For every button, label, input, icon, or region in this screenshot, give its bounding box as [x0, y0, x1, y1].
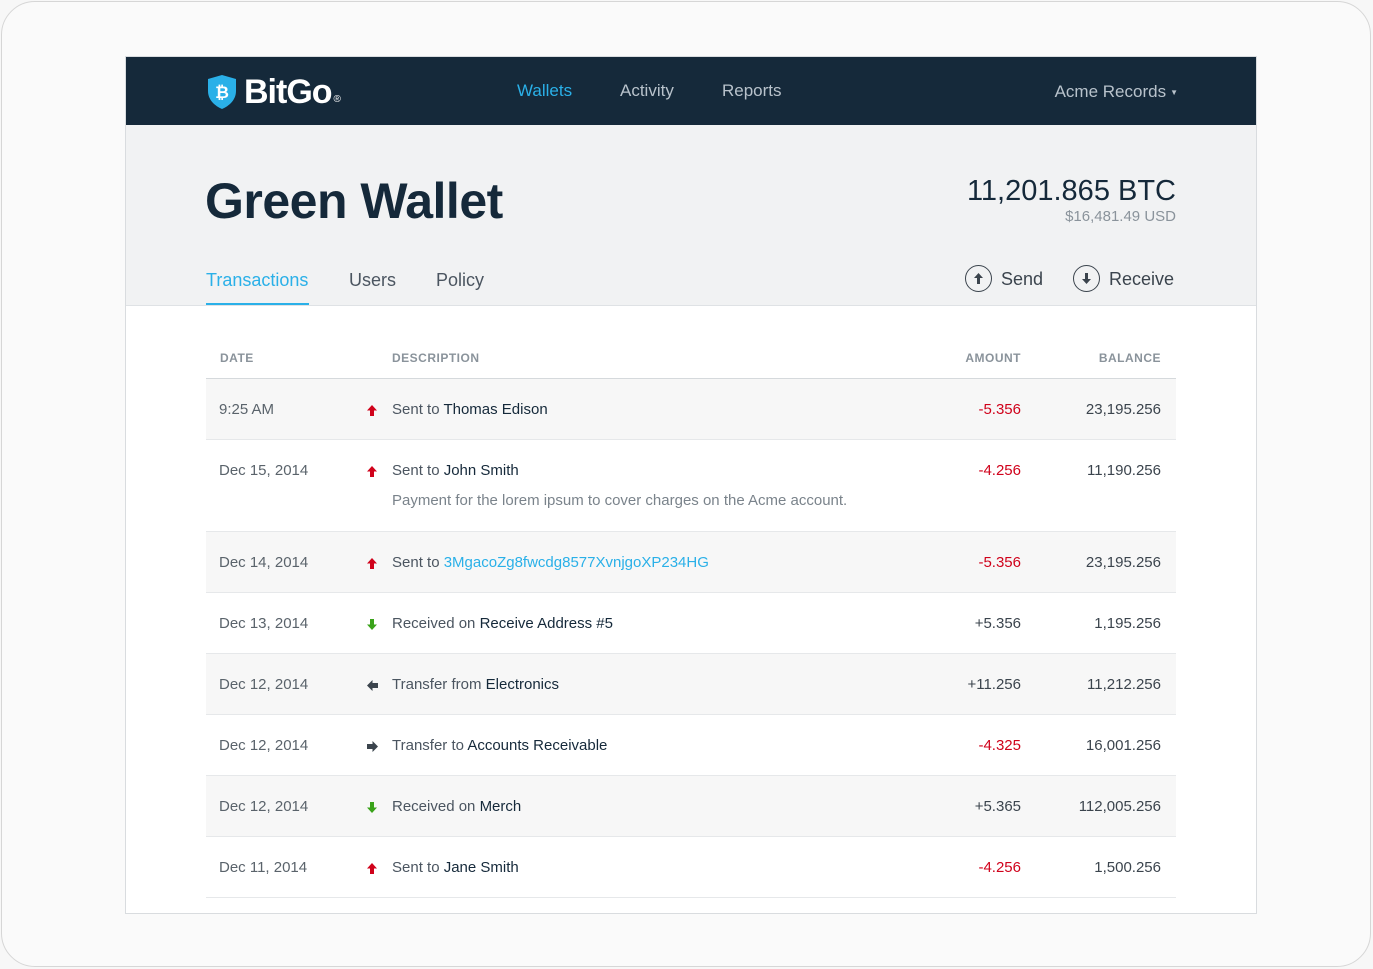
registered-mark: ®	[333, 93, 341, 105]
table-row[interactable]: Dec 12, 2014 Transfer to Accounts Receiva…	[206, 715, 1176, 776]
row-counterparty: Jane Smith	[443, 859, 519, 876]
row-description-prefix: Sent to	[392, 554, 440, 571]
row-balance: 112,005.256	[1078, 798, 1161, 815]
row-amount: -5.356	[978, 401, 1021, 418]
row-amount: -5.356	[978, 554, 1021, 571]
row-date: 9:25 AM	[219, 401, 275, 418]
send-label: Send	[1001, 268, 1044, 289]
transactions-table: DATE DESCRIPTION AMOUNT BALANCE 9:25 AM S…	[206, 338, 1176, 898]
row-note: Payment for the lorem ipsum to cover cha…	[392, 492, 848, 509]
arrow-up-icon	[364, 462, 380, 480]
arrow-up-icon	[364, 401, 380, 419]
row-date: Dec 11, 2014	[219, 859, 308, 876]
arrow-up-icon	[364, 554, 380, 572]
arrow-down-icon	[364, 615, 380, 633]
table-row[interactable]: Dec 14, 2014 Sent to 3MgacoZg8fwcdg8577Xv…	[206, 532, 1176, 593]
row-balance: 11,212.256	[1087, 676, 1161, 693]
row-amount: -4.325	[978, 737, 1021, 754]
brand-name: BitGo	[244, 73, 333, 111]
app-window: ₿ BitGo ® Wallets Activity Reports Acme …	[125, 56, 1257, 914]
table-row[interactable]: 9:25 AM Sent to Thomas Edison -5.356 23,195…	[206, 379, 1176, 440]
send-arrow-up-icon	[965, 265, 992, 292]
row-date: Dec 13, 2014	[219, 615, 309, 632]
nav-activity[interactable]: Activity	[620, 81, 674, 100]
page-title: Green Wallet	[205, 173, 503, 229]
row-counterparty: Merch	[479, 798, 522, 815]
balance-btc: 11,201.865 BTC	[966, 175, 1176, 207]
top-navbar: ₿ BitGo ® Wallets Activity Reports Acme …	[126, 57, 1256, 125]
arrow-left-icon	[364, 676, 380, 694]
account-menu[interactable]: Acme Records ▼	[1055, 80, 1178, 104]
table-header: DATE DESCRIPTION AMOUNT BALANCE	[206, 338, 1176, 379]
row-date: Dec 15, 2014	[219, 462, 309, 479]
header-date[interactable]: DATE	[220, 351, 254, 365]
receive-label: Receive	[1109, 268, 1175, 289]
row-amount: +5.365	[974, 798, 1021, 815]
table-row[interactable]: Dec 13, 2014 Received on Receive Address …	[206, 593, 1176, 654]
table-row[interactable]: Dec 15, 2014 Sent to John Smith Payment fo…	[206, 440, 1176, 532]
row-balance: 11,190.256	[1087, 462, 1161, 479]
row-counterparty: Electronics	[485, 676, 559, 693]
row-description-prefix: Transfer from	[392, 676, 482, 693]
address-link[interactable]: 3MgacoZg8fwcdg8577XvnjgoXP234HG	[443, 554, 709, 571]
arrow-up-icon	[364, 859, 380, 877]
balance-usd: $16,481.49 USD	[1065, 208, 1176, 225]
row-description: Transfer to Accounts Receivable	[392, 737, 607, 755]
row-counterparty: John Smith	[443, 462, 519, 479]
row-description-prefix: Received on	[392, 798, 476, 815]
row-balance: 23,195.256	[1085, 401, 1161, 418]
table-row[interactable]: Dec 12, 2014 Transfer from Electronics +11…	[206, 654, 1176, 715]
row-counterparty: Thomas Edison	[443, 401, 548, 418]
active-tab-indicator	[206, 303, 309, 305]
row-date: Dec 14, 2014	[219, 554, 309, 571]
row-description: Received on Receive Address #5	[392, 615, 613, 633]
row-balance: 1,500.256	[1094, 859, 1161, 876]
row-date: Dec 12, 2014	[219, 676, 309, 693]
shield-bitcoin-icon: ₿	[208, 75, 236, 109]
arrow-down-icon	[364, 798, 380, 816]
row-description-prefix: Sent to	[392, 859, 440, 876]
row-amount: -4.256	[978, 462, 1021, 479]
bitgo-logo[interactable]: ₿ BitGo ®	[206, 74, 341, 110]
tab-transactions[interactable]: Transactions	[206, 270, 309, 290]
row-counterparty: Receive Address #5	[479, 615, 613, 632]
row-balance: 23,195.256	[1085, 554, 1161, 571]
row-description: Received on Merch	[392, 798, 521, 816]
row-description-prefix: Received on	[392, 615, 476, 632]
arrow-right-icon	[364, 737, 380, 755]
row-amount: -4.256	[978, 859, 1021, 876]
row-date: Dec 12, 2014	[219, 798, 309, 815]
row-description-prefix: Sent to	[392, 462, 440, 479]
header-description[interactable]: DESCRIPTION	[392, 351, 480, 365]
receive-button[interactable]: Receive	[1073, 265, 1174, 292]
row-description: Sent to 3MgacoZg8fwcdg8577XvnjgoXP234HG	[392, 554, 709, 572]
header-balance[interactable]: BALANCE	[1098, 351, 1161, 365]
send-button[interactable]: Send	[965, 265, 1043, 292]
table-row[interactable]: Dec 12, 2014 Received on Merch +5.365 112,0…	[206, 776, 1176, 837]
row-description: Transfer from Electronics	[392, 676, 559, 694]
row-description-prefix: Transfer to	[392, 737, 464, 754]
wallet-header: Green Wallet 11,201.865 BTC $16,481.49 U…	[126, 125, 1256, 306]
row-description: Sent to Jane Smith	[392, 859, 519, 877]
receive-arrow-down-icon	[1073, 265, 1100, 292]
row-amount: +5.356	[974, 615, 1021, 632]
table-body: 9:25 AM Sent to Thomas Edison -5.356 23,195…	[206, 379, 1176, 898]
caret-down-icon: ▼	[1170, 88, 1178, 97]
row-description: Sent to Thomas Edison	[392, 401, 548, 419]
row-date: Dec 12, 2014	[219, 737, 309, 754]
svg-text:₿: ₿	[215, 83, 229, 102]
row-balance: 1,195.256	[1094, 615, 1161, 632]
row-amount: +11.256	[967, 676, 1021, 693]
row-description: Sent to John Smith	[392, 462, 519, 480]
header-amount[interactable]: AMOUNT	[965, 351, 1021, 365]
account-name: Acme Records	[1054, 82, 1167, 101]
row-counterparty: Accounts Receivable	[467, 737, 608, 754]
tab-policy[interactable]: Policy	[436, 270, 485, 290]
table-row[interactable]: Dec 11, 2014 Sent to Jane Smith -4.256 1,50…	[206, 837, 1176, 898]
nav-wallets[interactable]: Wallets	[517, 81, 573, 100]
row-balance: 16,001.256	[1085, 737, 1161, 754]
tab-users[interactable]: Users	[349, 270, 397, 290]
nav-reports[interactable]: Reports	[722, 81, 782, 100]
row-description-prefix: Sent to	[392, 401, 440, 418]
